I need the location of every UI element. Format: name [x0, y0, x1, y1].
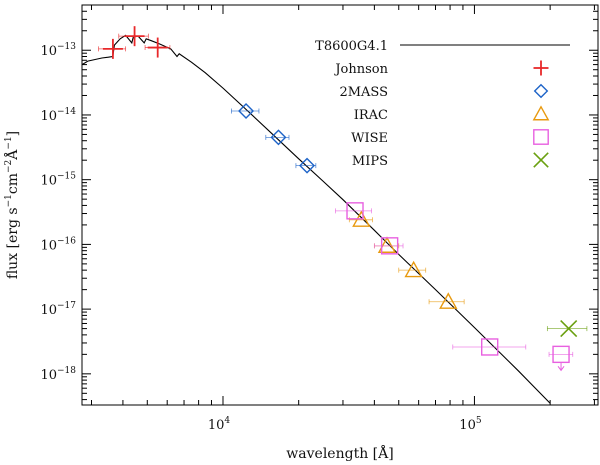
- irac-point: [398, 260, 427, 278]
- wise-marker: [380, 237, 399, 255]
- legend-marker-2mass: [533, 83, 549, 99]
- legend-marker-irac: [532, 105, 550, 121]
- legend: T8600G4.1 Johnson 2MASS IRAC WISE MIPS: [315, 39, 570, 169]
- ticks-layer: 104 105 10−13 10−14 10−15 10−16 10−17 10−18: [40, 4, 598, 433]
- legend-label-2mass: 2MASS: [339, 85, 388, 100]
- wise-marker: [346, 202, 364, 220]
- mips-point: [546, 320, 588, 338]
- 2mass-marker: [299, 157, 316, 174]
- legend-label-mips: MIPS: [352, 154, 388, 169]
- wise-point: [335, 202, 373, 220]
- y-tick-label: 10−18: [40, 366, 76, 383]
- series-2mass: [230, 103, 317, 174]
- legend-label-wise: WISE: [351, 131, 388, 146]
- irac-marker: [439, 292, 458, 309]
- wise-point: [452, 338, 527, 356]
- legend-marker-mips: [533, 152, 549, 168]
- x-tick-label: 105: [459, 416, 482, 433]
- series-johnson: [98, 26, 171, 59]
- y-tick-label: 10−16: [40, 236, 76, 253]
- upper-limit-arrowhead: [557, 366, 565, 372]
- 2mass-point: [230, 103, 260, 120]
- data-points: [98, 26, 588, 372]
- irac-point: [428, 292, 465, 309]
- wise-marker: [481, 338, 499, 356]
- cross-b: [533, 152, 549, 168]
- y-axis-title: flux [erg s−1cm−2Å−1]: [3, 131, 21, 279]
- johnson-point: [144, 37, 171, 58]
- y-tick-label: 10−13: [40, 42, 76, 59]
- 2mass-point: [265, 129, 290, 146]
- wise-point: [548, 345, 574, 372]
- johnson-point: [98, 38, 127, 59]
- plot-area: [82, 26, 588, 404]
- y-tick-label: 10−15: [40, 172, 76, 189]
- series-mips: [546, 320, 588, 338]
- irac-marker: [404, 260, 423, 278]
- model-spectrum-line: [82, 34, 551, 404]
- y-tick-label: 10−14: [40, 107, 76, 124]
- 2mass-marker: [238, 103, 255, 120]
- legend-label-irac: IRAC: [354, 108, 388, 123]
- johnson-point: [118, 26, 149, 47]
- irac-marker: [377, 236, 397, 253]
- legend-marker-johnson: [533, 60, 549, 76]
- mips-marker: [560, 320, 578, 338]
- legend-label-johnson: Johnson: [333, 62, 388, 77]
- johnson-marker: [102, 38, 123, 59]
- johnson-marker: [124, 26, 145, 47]
- plot-frame: [81, 4, 599, 406]
- wise-point: [373, 237, 404, 255]
- series-irac: [348, 210, 465, 309]
- series-wise: [335, 202, 574, 372]
- x-axis-title: wavelength [Å]: [286, 444, 393, 462]
- y-tick-label: 10−17: [40, 301, 76, 318]
- johnson-marker: [147, 37, 168, 58]
- legend-label-model: T8600G4.1: [315, 39, 388, 54]
- x-tick-label: 104: [208, 416, 231, 433]
- legend-marker-wise: [533, 129, 549, 145]
- cross-b: [560, 320, 578, 338]
- 2mass-point: [295, 157, 317, 174]
- 2mass-marker: [270, 129, 287, 146]
